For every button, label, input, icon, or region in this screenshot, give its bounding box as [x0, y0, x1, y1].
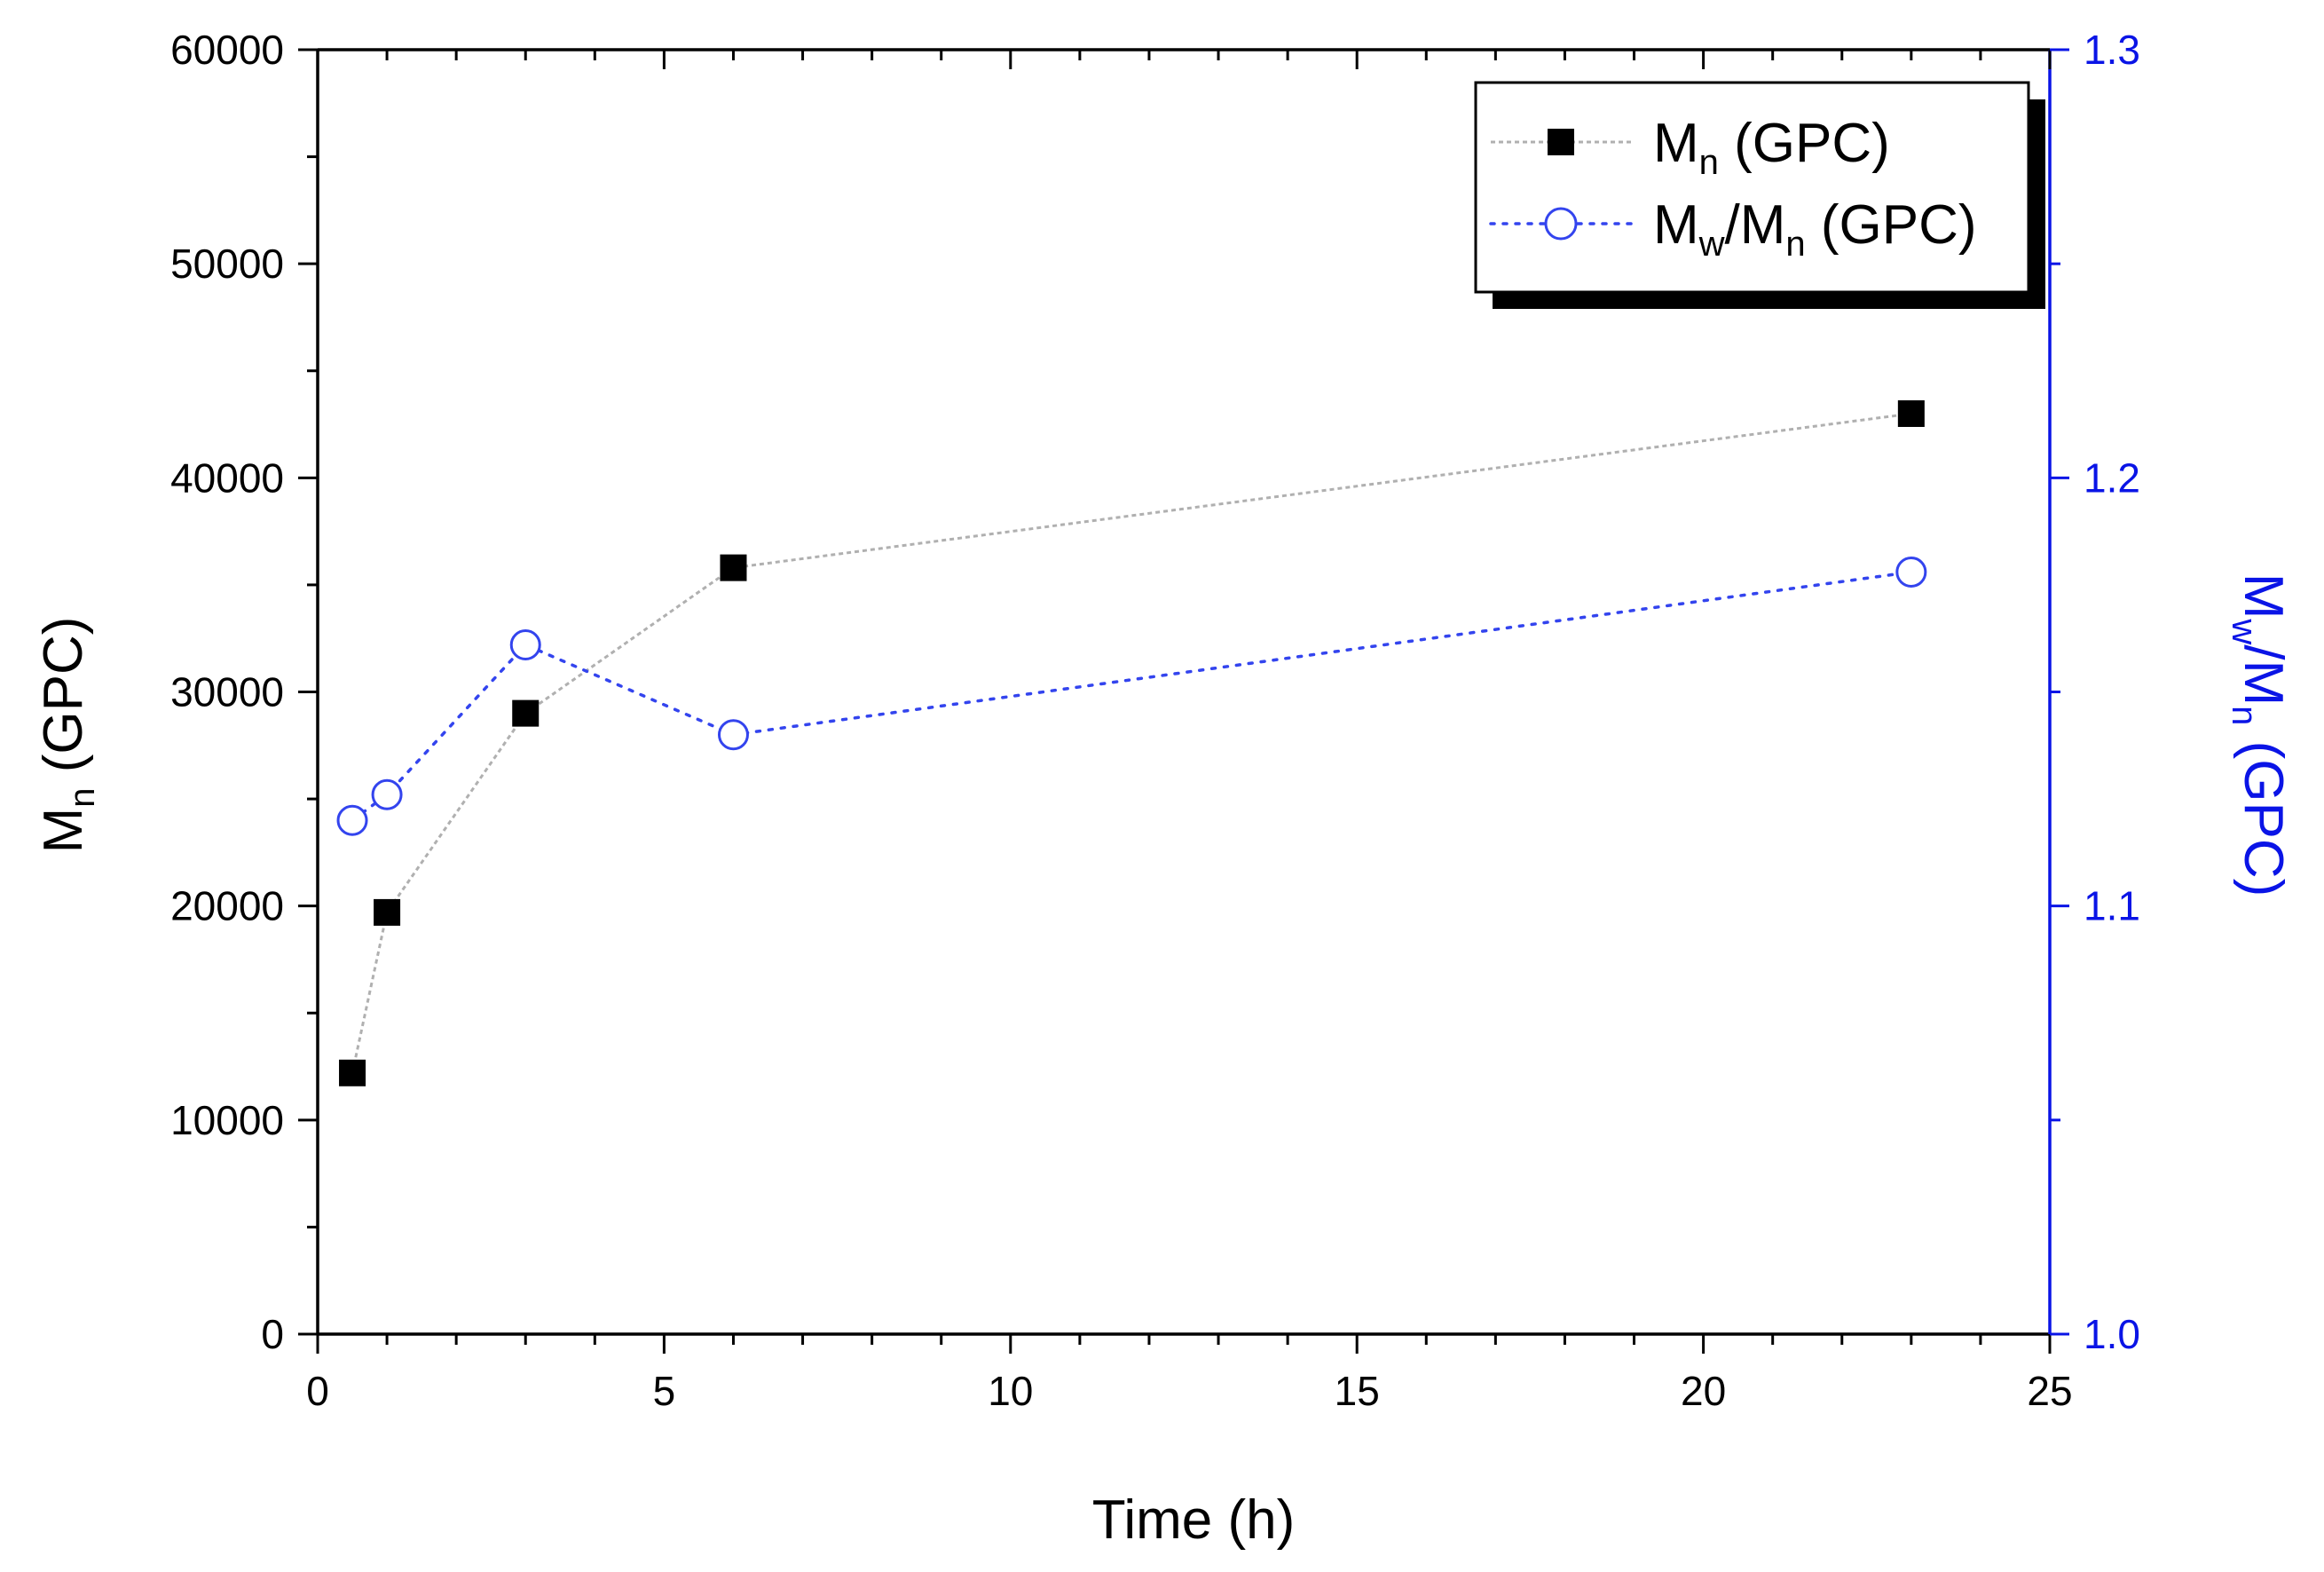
y-right-tick-label: 1.0	[2084, 1311, 2140, 1357]
series-mn	[339, 399, 1925, 1086]
mn-point	[720, 554, 747, 581]
mn-line	[351, 412, 1912, 1074]
mn-point	[374, 898, 401, 926]
y-right-tick-label: 1.1	[2084, 883, 2140, 929]
x-tick-label: 15	[1335, 1368, 1380, 1414]
mw-mn-point	[1895, 556, 1927, 588]
mn-point	[512, 699, 540, 727]
x-axis-ticks: 0 5 10 15 20 25	[306, 50, 2073, 1414]
mw-mn-point	[509, 628, 541, 660]
mw-mn-point	[717, 719, 749, 751]
series-mw-mn	[336, 556, 1927, 836]
mn-point	[339, 1059, 366, 1086]
y-left-tick-label: 60000	[170, 27, 284, 73]
x-tick-label: 5	[653, 1368, 676, 1414]
y-left-tick-label: 50000	[170, 241, 284, 287]
y-left-tick-label: 40000	[170, 454, 284, 501]
legend-box	[1474, 81, 2030, 294]
y-left-tick-label: 20000	[170, 883, 284, 929]
legend: Mn (GPC) Mw/Mn (GPC)	[1474, 81, 2045, 309]
legend-pdi-marker	[1544, 207, 1578, 241]
legend-pdi-label: Mw/Mn (GPC)	[1653, 194, 1977, 264]
y-axis-left-ticks: 0 10000 20000 30000 40000 50000 60000	[170, 27, 318, 1357]
y-right-tick-label: 1.2	[2084, 454, 2140, 501]
y-left-tick-label: 10000	[170, 1097, 284, 1143]
y-right-tick-label: 1.3	[2084, 27, 2140, 73]
x-tick-label: 10	[988, 1368, 1033, 1414]
mw-mn-point	[336, 804, 368, 836]
x-axis-title: Time (h)	[1092, 1489, 1295, 1551]
y-axis-right-title: Mw/Mn (GPC)	[2225, 573, 2294, 897]
mw-mn-point	[371, 778, 403, 810]
y-left-tick-label: 0	[261, 1311, 284, 1357]
x-tick-label: 25	[2027, 1368, 2072, 1414]
legend-mn-label: Mn (GPC)	[1653, 113, 1890, 182]
x-tick-label: 0	[306, 1368, 329, 1414]
y-axis-right-ticks: 1.0 1.1 1.2 1.3	[2050, 27, 2140, 1357]
y-axis-left-title: Mn (GPC)	[33, 617, 102, 854]
mn-point	[1897, 399, 1925, 427]
x-tick-label: 20	[1681, 1368, 1726, 1414]
y-left-tick-label: 30000	[170, 669, 284, 715]
legend-mn-marker	[1548, 129, 1574, 155]
